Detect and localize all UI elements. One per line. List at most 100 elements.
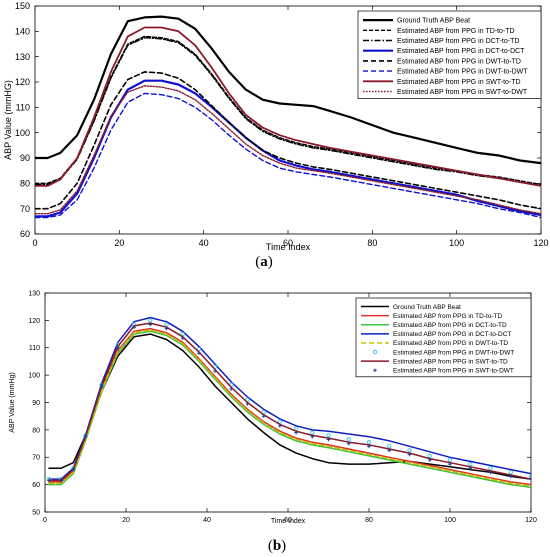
panel-a-legend-box xyxy=(357,10,542,99)
panel-b-series-estimated-abp-from-ppg-in-swt-to-dwt-point xyxy=(229,387,234,391)
panel-b-series-estimated-abp-from-ppg-in-swt-to-dwt-point xyxy=(326,437,331,442)
panel-a-legend-estimated-abp-from-ppg-in-dwt-to-td-label: Estimated ABP from PPG in DWT-to-TD xyxy=(397,58,521,65)
panel-b-series-estimated-abp-from-ppg-in-dwt-to-dwt-point xyxy=(427,453,432,459)
panel-b-series-estimated-abp-from-ppg-in-swt-to-dwt-point xyxy=(407,452,412,457)
panel-b-series-estimated-abp-from-ppg-in-dwt-to-td-line xyxy=(48,329,531,487)
panel-b-series-estimated-abp-from-ppg-in-dct-to-td-line xyxy=(48,330,531,489)
panel-a-y-tick-label: 90 xyxy=(20,153,30,163)
panel-b-legend-estimated-abp-from-ppg-in-swt-to-dwt-label: Estimated ABP from PPG in SWT-to-DWT xyxy=(393,368,514,375)
panel-a-y-tick-label: 70 xyxy=(20,204,30,214)
panel-b-series-estimated-abp-from-ppg-in-dwt-to-dwt-point xyxy=(468,461,473,467)
panel-a-series-estimated-abp-from-ppg-in-swt-to-dwt-line xyxy=(35,85,541,215)
panel-b-series-estimated-abp-from-ppg-in-swt-to-dwt-point xyxy=(116,345,120,350)
panel-a-series-estimated-abp-from-ppg-in-dwt-to-dwt-line xyxy=(35,92,541,219)
panel-b-series-estimated-abp-from-ppg-in-dct-to-dct-line xyxy=(48,316,531,480)
panel-a-legend-ground-truth-abp-beat-label: Ground Truth ABP Beat xyxy=(397,18,470,25)
panel-b-series-estimated-abp-from-ppg-in-swt-to-dwt-point xyxy=(148,322,153,327)
panel-b-legend-estimated-abp-from-ppg-in-swt-to-dwt-swatch xyxy=(373,368,377,373)
panel-b-x-tick-label: 60 xyxy=(284,517,292,524)
panel-b-x-tick-label: 120 xyxy=(525,517,537,524)
panel-b-series-estimated-abp-from-ppg-in-dwt-to-dwt-point xyxy=(366,440,372,445)
panel-b-series-estimated-abp-from-ppg-in-swt-to-dwt-point xyxy=(47,478,51,483)
panel-b-legend-estimated-abp-from-ppg-in-dwt-to-dwt-swatch xyxy=(372,349,378,355)
panel-a-series-estimated-abp-from-ppg-in-swt-to-td-line xyxy=(35,26,541,187)
chart-panel-b: 0 20 40 60 80 100 120 50 60 70 80 90 100 110 120 130 Tim… xyxy=(9,290,537,525)
panel-b-series-estimated-abp-from-ppg-in-dwt-to-dwt-point xyxy=(387,444,392,449)
panel-b-y-tick-label: 100 xyxy=(28,373,40,380)
panel-b-series-estimated-abp-from-ppg-in-swt-to-dwt-point xyxy=(448,462,452,466)
panel-a-legend-estimated-abp-from-ppg-in-dct-to-td-label: Estimated ABP from PPG in DCT-to-TD xyxy=(397,38,519,45)
panel-b-series-estimated-abp-from-ppg-in-swt-to-dwt-point xyxy=(132,325,136,330)
panel-a-y-tick-label: 110 xyxy=(16,102,30,112)
panel-a-x-tick-label: 0 xyxy=(32,238,37,248)
panel-b-series-estimated-abp-from-ppg-in-dwt-to-dwt-point xyxy=(508,470,513,475)
panel-b-legend-box xyxy=(355,297,532,378)
panel-b-series-estimated-abp-from-ppg-in-swt-to-dwt-point xyxy=(310,434,315,439)
panel-a-legend: Ground Truth ABP Beat Estimated ABP from … xyxy=(357,10,542,99)
panel-b-legend-estimated-abp-from-ppg-in-swt-to-td-label: Estimated ABP from PPG in SWT-to-TD xyxy=(393,358,508,365)
panel-b-series-estimated-abp-from-ppg-in-swt-to-dwt-point xyxy=(83,434,88,439)
panel-b-legend-estimated-abp-from-ppg-in-dct-to-dct-label: Estimated ABP from PPG in DCT-to-DCT xyxy=(393,331,511,338)
panel-a-y-tick-label: 150 xyxy=(15,1,30,11)
panel-a-legend-estimated-abp-from-ppg-in-dct-to-dct-label: Estimated ABP from PPG in DCT-to-DCT xyxy=(397,48,525,55)
panel-b-series-estimated-abp-from-ppg-in-swt-to-dwt-point xyxy=(71,467,76,472)
panel-b-legend-estimated-abp-from-ppg-in-dwt-to-td-label: Estimated ABP from PPG in DWT-to-TD xyxy=(393,340,508,347)
panel-b-series-estimated-abp-from-ppg-in-swt-to-dwt-point xyxy=(99,384,104,388)
panel-b-y-tick-label: 80 xyxy=(32,427,40,434)
panel-b-y-tick-label: 70 xyxy=(32,455,40,462)
panel-b-series-estimated-abp-from-ppg-in-swt-to-dwt-point xyxy=(387,448,392,453)
panel-b-legend: Ground Truth ABP Beat Estimated ABP from … xyxy=(355,297,532,378)
panel-a-legend-estimated-abp-from-ppg-in-dwt-to-dwt-label: Estimated ABP from PPG in DWT-to-DWT xyxy=(397,69,528,76)
panel-b-series-estimated-abp-from-ppg-in-swt-to-dwt-point xyxy=(59,478,63,483)
panel-b-series-estimated-abp-from-ppg-in-swt-to-dwt-point xyxy=(508,474,513,479)
panel-a-x-tick-label: 80 xyxy=(367,238,377,248)
panel-b-series-estimated-abp-from-ppg-in-dwt-to-dwt-point xyxy=(310,430,315,435)
panel-b-series-estimated-abp-from-ppg-in-dwt-to-dwt-point xyxy=(488,466,493,471)
panel-b-series-estimated-abp-from-ppg-in-swt-to-dwt-point xyxy=(197,351,201,356)
panel-b-caption-letter: b xyxy=(273,538,281,554)
panel-a-x-tick-label: 20 xyxy=(114,238,124,248)
panel-b-series-estimated-abp-from-ppg-in-dwt-to-dwt-point xyxy=(293,426,299,431)
panel-b-y-tick-label: 90 xyxy=(32,400,40,407)
panel-b-series-estimated-abp-from-ppg-in-swt-to-dwt-point xyxy=(488,470,493,475)
panel-b-x-tick-label: 40 xyxy=(203,517,211,524)
panel-a-series-estimated-abp-from-ppg-in-dwt-to-td-line xyxy=(35,71,541,210)
panel-b-series-estimated-abp-from-ppg-in-dwt-to-dwt-point xyxy=(447,457,453,463)
panel-b-series-estimated-abp-from-ppg-in-swt-to-dwt-point xyxy=(367,444,371,449)
panel-b-legend-estimated-abp-from-ppg-in-dwt-to-dwt-label: Estimated ABP from PPG in DWT-to-DWT xyxy=(393,349,514,356)
panel-b-y-tick-label: 50 xyxy=(32,509,40,516)
panel-b-series-estimated-abp-from-ppg-in-dwt-to-dwt-point xyxy=(245,397,250,402)
panel-a-y-tick-label: 80 xyxy=(20,178,30,188)
panel-b-x-tick-label: 20 xyxy=(122,517,130,524)
panel-b-series-estimated-abp-from-ppg-in-swt-to-dwt-point xyxy=(261,414,266,418)
panel-b-series-estimated-abp-from-ppg-in-dwt-to-dwt-point xyxy=(346,437,351,442)
panel-b-series-estimated-abp-from-ppg-in-dwt-to-dwt-point xyxy=(326,433,331,438)
panel-b-series-group xyxy=(46,316,531,489)
panel-a-legend-estimated-abp-from-ppg-in-swt-to-dwt-label: Estimated ABP from PPG in SWT-to-DWT xyxy=(397,89,528,96)
panel-a-y-tick-label: 120 xyxy=(15,77,30,87)
panel-a-x-tick-label: 40 xyxy=(199,238,209,248)
panel-b-series-estimated-abp-from-ppg-in-dwt-to-dwt-point xyxy=(407,448,412,453)
panel-b-legend-estimated-abp-from-ppg-in-dct-to-td-label: Estimated ABP from PPG in DCT-to-TD xyxy=(393,322,507,329)
panel-a-x-tick-label: 60 xyxy=(283,238,293,248)
panel-a-series-ground-truth-abp-beat-line xyxy=(35,15,541,165)
panel-b-series-estimated-abp-from-ppg-in-swt-to-dwt-point xyxy=(164,326,169,331)
panel-a-x-tick-label: 120 xyxy=(533,238,548,248)
panel-a-x-axis-label: Time Index xyxy=(266,242,311,252)
panel-a-y-tick-label: 130 xyxy=(15,52,30,62)
panel-b-series-estimated-abp-from-ppg-in-dwt-to-dwt-point xyxy=(196,346,202,352)
panel-b-legend-ground-truth-abp-beat-label: Ground Truth ABP Beat xyxy=(393,304,461,311)
panel-b-series-estimated-abp-from-ppg-in-swt-to-dwt-point xyxy=(294,430,298,435)
panel-a-series-group xyxy=(35,15,541,219)
panel-b-series-estimated-abp-from-ppg-in-dwt-to-dwt-point xyxy=(277,419,283,424)
panel-a-x-tick-label: 100 xyxy=(449,238,464,248)
panel-a-caption-letter: a xyxy=(260,254,268,270)
panel-b-series-estimated-abp-from-ppg-in-swt-to-dwt-point xyxy=(278,423,282,428)
panel-b-y-tick-label: 110 xyxy=(29,345,40,352)
panel-b-x-axis-label: Time Index xyxy=(271,518,306,525)
panel-b-series-estimated-abp-from-ppg-in-swt-to-dwt-point xyxy=(180,336,185,340)
panel-b-series-estimated-abp-from-ppg-in-dwt-to-dwt-point xyxy=(180,331,185,337)
panel-a-series-estimated-abp-from-ppg-in-dct-to-td-line xyxy=(35,37,541,187)
panel-a-y-axis-label: ABP Value (mmHG) xyxy=(3,80,13,160)
